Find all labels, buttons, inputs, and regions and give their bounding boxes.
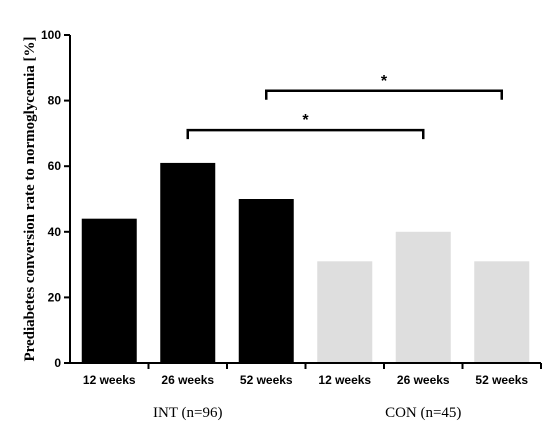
y-tick-label: 0	[54, 356, 61, 370]
bar	[160, 162, 216, 363]
bar	[395, 231, 451, 363]
bar	[317, 261, 373, 363]
significance-star: *	[381, 73, 388, 90]
significance-star: *	[302, 112, 309, 129]
significance-bracket	[265, 89, 503, 100]
bar	[81, 218, 137, 363]
bars	[81, 162, 530, 363]
bar	[238, 199, 294, 363]
y-tick-label: 40	[48, 225, 62, 239]
x-tick-label: 12 weeks	[83, 373, 136, 387]
y-tick-label: 80	[48, 94, 62, 108]
x-tick-label: 12 weeks	[318, 373, 371, 387]
group-label: CON (n=45)	[385, 405, 461, 421]
x-tick-label: 52 weeks	[240, 373, 293, 387]
x-tick-label: 26 weeks	[397, 373, 450, 387]
significance-brackets: **	[186, 73, 503, 140]
x-tick-label: 52 weeks	[475, 373, 528, 387]
bar	[474, 261, 530, 363]
group-label: INT (n=96)	[153, 405, 222, 421]
y-tick-label: 20	[48, 290, 62, 304]
y-axis-label: Prediabetes conversion rate to normoglyc…	[22, 36, 38, 361]
x-axis: 12 weeks 26 weeks 52 weeks 12 weeks 26 weeks…	[69, 362, 542, 421]
y-axis: 0 20 40 60 80 100	[41, 28, 71, 370]
y-tick-label: 100	[41, 28, 61, 42]
y-tick-label: 60	[48, 159, 62, 173]
significance-bracket	[186, 128, 425, 140]
x-tick-label: 26 weeks	[161, 373, 214, 387]
